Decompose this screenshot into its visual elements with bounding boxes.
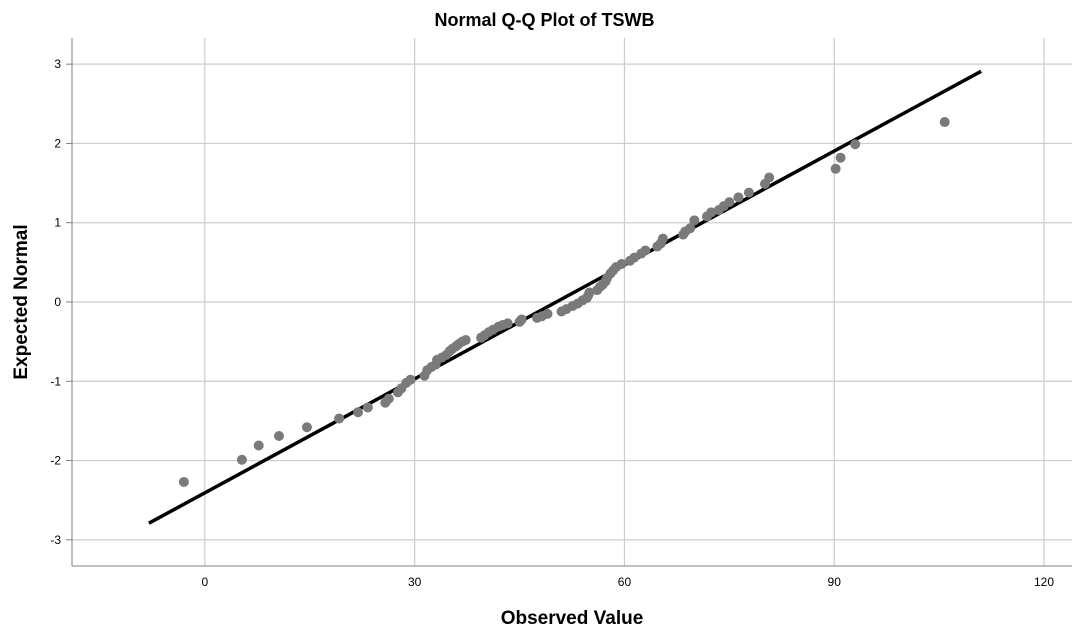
x-tick-label: 0 bbox=[202, 575, 209, 589]
data-point bbox=[850, 139, 861, 150]
data-point bbox=[334, 413, 345, 424]
chart-title: Normal Q-Q Plot of TSWB bbox=[434, 10, 655, 30]
y-tick-label: 2 bbox=[54, 136, 61, 150]
y-tick-label: 1 bbox=[54, 216, 61, 230]
x-tick-label: 120 bbox=[1034, 575, 1054, 589]
data-point bbox=[764, 172, 775, 183]
data-point bbox=[178, 476, 189, 487]
tick-labels: 0 30 60 90 120 -3 -2 -1 0 1 2 3 bbox=[50, 57, 1054, 589]
data-point bbox=[502, 318, 513, 329]
data-point bbox=[724, 197, 735, 208]
data-point bbox=[236, 454, 247, 465]
data-point bbox=[301, 422, 312, 433]
data-point bbox=[689, 215, 700, 226]
data-point bbox=[657, 233, 668, 244]
data-point bbox=[273, 430, 284, 441]
data-point bbox=[835, 152, 846, 163]
x-tick-label: 60 bbox=[618, 575, 632, 589]
y-tick-label: 3 bbox=[54, 57, 61, 71]
y-tick-label: -2 bbox=[50, 454, 61, 468]
reference-line-group bbox=[148, 69, 982, 525]
data-point bbox=[830, 163, 841, 174]
data-point bbox=[640, 245, 651, 256]
x-axis-label: Observed Value bbox=[500, 608, 644, 629]
data-point bbox=[616, 258, 627, 269]
x-tick-label: 30 bbox=[408, 575, 422, 589]
data-point bbox=[584, 287, 595, 298]
data-point bbox=[405, 374, 416, 385]
data-point bbox=[939, 117, 950, 128]
x-tick-label: 90 bbox=[828, 575, 842, 589]
data-point bbox=[516, 314, 527, 325]
data-point bbox=[253, 440, 264, 451]
data-point bbox=[542, 308, 553, 319]
data-point bbox=[460, 335, 471, 346]
y-tick-label: -3 bbox=[50, 533, 61, 547]
data-point bbox=[685, 223, 696, 234]
y-tick-label: -1 bbox=[50, 374, 61, 388]
y-tick-label: 0 bbox=[54, 295, 61, 309]
data-point bbox=[733, 192, 744, 203]
data-point bbox=[362, 402, 373, 413]
grid-lines bbox=[72, 38, 1072, 566]
data-point bbox=[353, 407, 364, 418]
data-point bbox=[706, 207, 717, 218]
axes bbox=[66, 38, 1072, 567]
data-point bbox=[383, 393, 394, 404]
data-point bbox=[743, 187, 754, 198]
reference-line bbox=[148, 69, 982, 525]
data-points bbox=[178, 117, 950, 487]
